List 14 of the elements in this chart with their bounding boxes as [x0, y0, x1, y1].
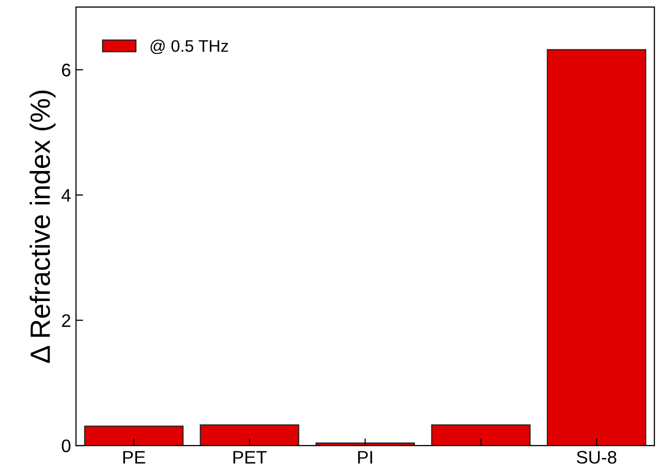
x-tick-label: PE: [123, 451, 146, 464]
x-tick-label: PI: [358, 451, 372, 464]
y-tick-label: 6: [62, 64, 70, 76]
y-tick-label: 2: [62, 314, 70, 327]
bar: [431, 424, 531, 446]
legend-label: @ 0.5 THz: [150, 40, 228, 54]
y-tick-label: 4: [62, 189, 71, 202]
y-tick-label: 0: [62, 439, 70, 452]
x-tick-label: SU-8: [576, 450, 616, 464]
bar: [200, 424, 300, 446]
x-tick-label: PET: [233, 451, 267, 464]
bar: [84, 426, 184, 446]
y-axis-title: Δ Refractive index (%): [30, 90, 56, 363]
bar: [546, 49, 646, 446]
